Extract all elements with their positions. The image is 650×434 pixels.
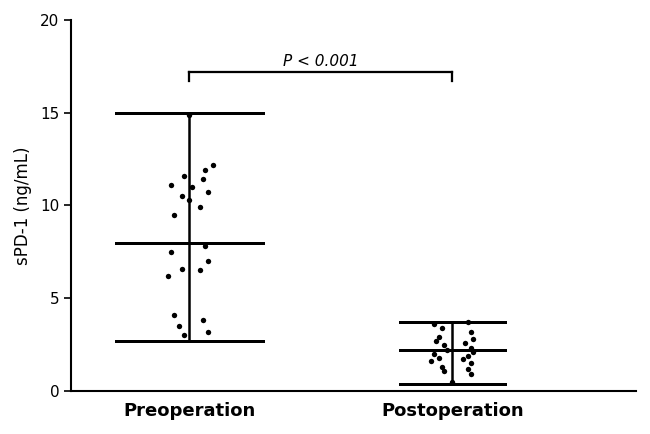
Point [439,367,450,374]
Point [465,328,476,335]
Point [465,360,476,367]
Point [465,371,476,378]
Y-axis label: sPD-1 (ng/mL): sPD-1 (ng/mL) [14,146,32,265]
Point [166,248,176,255]
Point [463,365,473,372]
Point [185,111,195,118]
Point [176,265,187,272]
Point [428,350,439,357]
Point [166,181,176,188]
Point [200,243,211,250]
Point [203,258,213,265]
Point [460,339,471,346]
Point [168,312,179,319]
Point [179,332,189,339]
Point [468,335,478,342]
Point [437,325,447,332]
Point [434,334,445,341]
Point [447,378,458,385]
Point [174,322,184,329]
Point [458,356,468,363]
Point [463,319,473,326]
Point [176,193,187,200]
Point [203,189,213,196]
Point [187,184,198,191]
Point [179,172,189,179]
Point [168,211,179,218]
Point [468,349,478,355]
Point [442,347,452,354]
Point [428,321,439,328]
Point [185,197,195,204]
Point [203,328,213,335]
Point [465,345,476,352]
Point [463,352,473,359]
Point [431,337,441,344]
Point [195,267,205,274]
Point [198,317,208,324]
Point [195,204,205,211]
Point [208,161,218,168]
Text: P < 0.001: P < 0.001 [283,54,359,69]
Point [437,363,447,370]
Point [434,354,445,361]
Point [200,167,211,174]
Point [439,341,450,348]
Point [426,358,436,365]
Point [198,176,208,183]
Point [163,273,174,279]
